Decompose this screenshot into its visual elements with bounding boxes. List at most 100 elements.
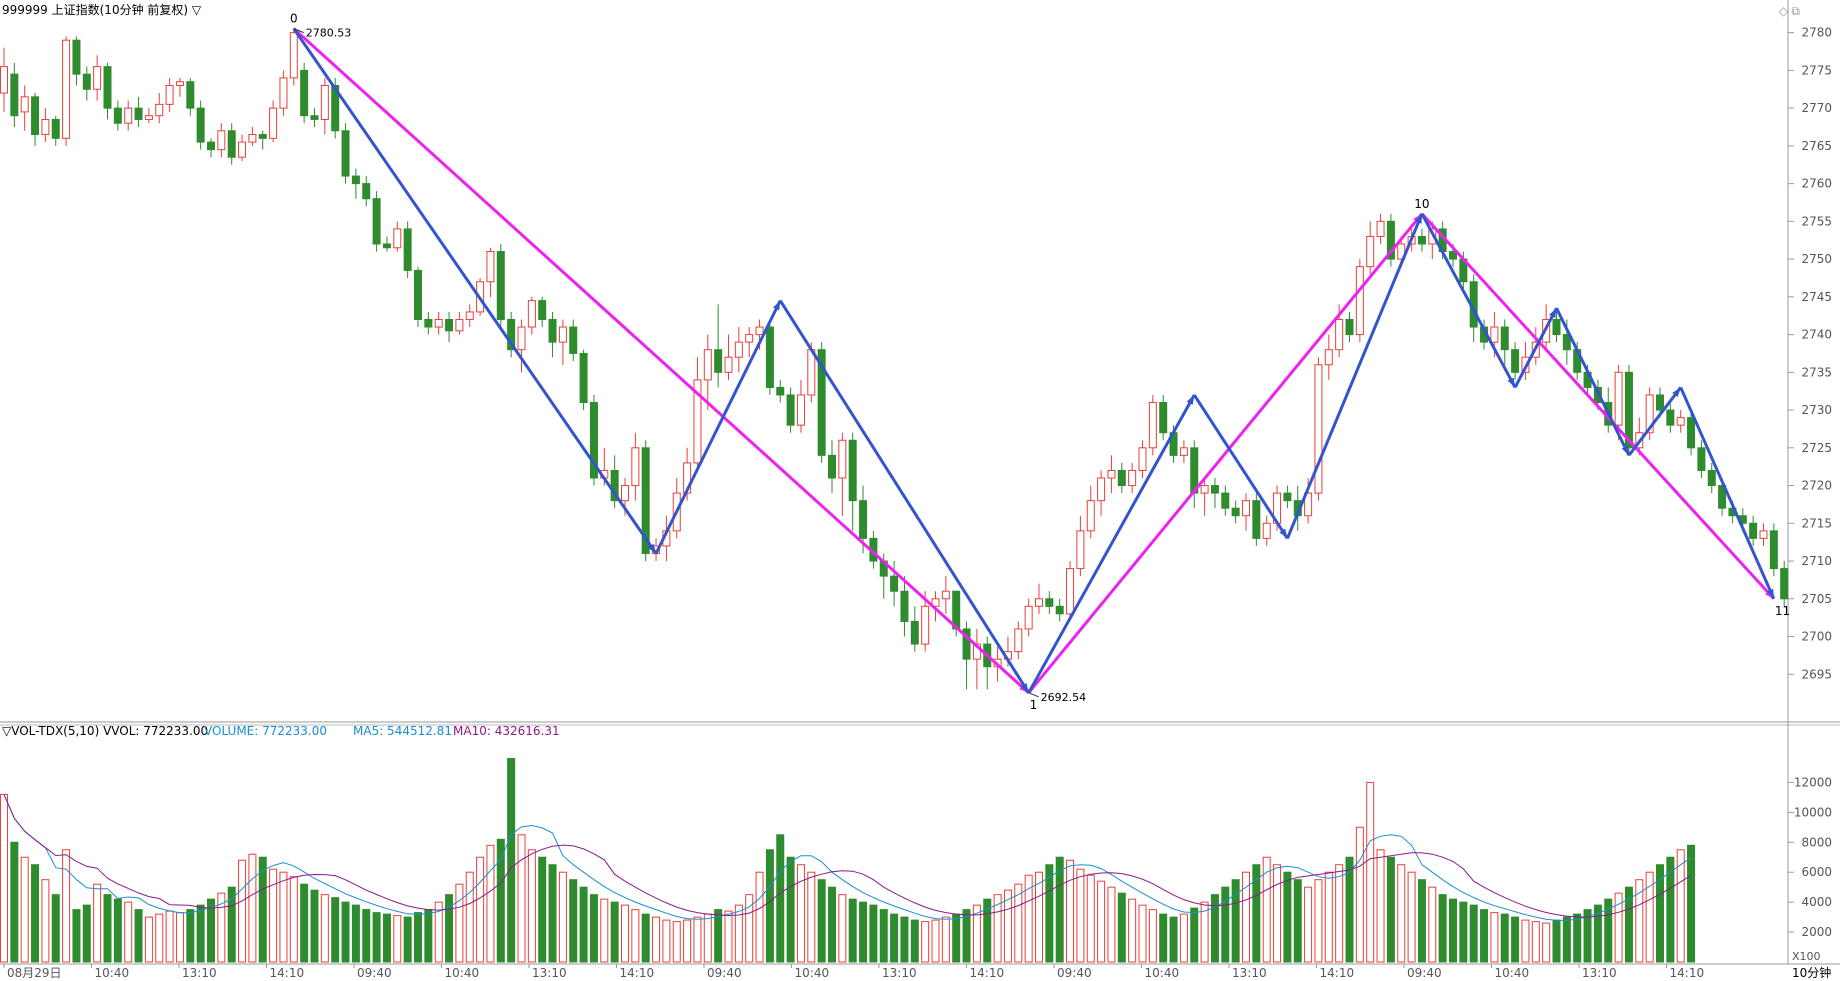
candle-body (703, 349, 712, 381)
volume-bar (82, 904, 91, 963)
volume-bar (1117, 892, 1126, 963)
candle-body (941, 590, 950, 600)
volume-bar (1097, 880, 1106, 963)
price-tick-label: 2725 (1801, 441, 1832, 455)
price-tick-label: 2770 (1801, 101, 1832, 115)
blue-stroke (1555, 307, 1631, 457)
candle-body (1552, 318, 1561, 336)
blue-stroke (1192, 394, 1289, 540)
volume-bar (1024, 874, 1033, 963)
candle-body (1335, 318, 1344, 351)
price-tick-label: 2740 (1801, 328, 1832, 342)
volume-bar (1159, 913, 1168, 963)
candle-body (579, 352, 588, 404)
volume-bar (269, 868, 278, 963)
time-tick-label: 14:10 (620, 966, 655, 980)
volume-bar (734, 904, 743, 963)
volume-bar (186, 909, 195, 963)
volume-bar (755, 871, 764, 963)
blue-stroke (1286, 213, 1424, 539)
candle-body (1304, 492, 1313, 517)
volume-bar (683, 919, 692, 963)
candle-body (548, 318, 557, 343)
ma5-line (3, 794, 1692, 921)
volume-bar (776, 834, 785, 963)
volume-bar (1345, 856, 1354, 963)
candle-body (765, 326, 774, 388)
volume-bar (320, 894, 329, 963)
candle-body (724, 356, 733, 373)
volume-bar (993, 894, 1002, 963)
candle-body (1148, 402, 1157, 449)
volume-bar (527, 849, 536, 963)
volume-bar (848, 898, 857, 963)
candle-body (1097, 477, 1106, 502)
blue-stroke (654, 299, 782, 555)
volume-bar (869, 904, 878, 963)
blue-stroke-arrow (1415, 213, 1422, 224)
candle-body (734, 341, 743, 358)
volume-bar (983, 898, 992, 963)
volume-bar (921, 921, 930, 963)
candle-body (890, 575, 899, 592)
candle-body (20, 96, 29, 113)
volume-bar (1190, 907, 1199, 963)
candle-body (962, 628, 971, 660)
volume-bar (972, 904, 981, 963)
volume-bar (1490, 912, 1499, 963)
vol-tick-label: 8000 (1801, 835, 1832, 849)
candle-body (631, 447, 640, 487)
volume-bar (765, 849, 774, 963)
candle-body (1562, 334, 1571, 351)
volume-bar (1200, 901, 1209, 963)
candle-body (165, 84, 174, 105)
volume-bar (72, 909, 81, 963)
candle-body (796, 394, 805, 426)
period-label[interactable]: 10分钟 (1792, 965, 1831, 980)
blue-stroke-arrow (1279, 528, 1288, 539)
candle-body (745, 334, 754, 343)
candle-body (1128, 469, 1137, 487)
candle-body (82, 73, 91, 90)
volume-bar (1314, 879, 1323, 963)
volume-bar (217, 892, 226, 963)
price-tick-label: 2710 (1801, 554, 1832, 568)
volume-bar (641, 913, 650, 963)
volume-bar (714, 909, 723, 963)
volume-bar (103, 894, 112, 963)
candle-body (786, 394, 795, 426)
volume-bar (289, 876, 298, 963)
volume-bar (382, 913, 391, 963)
price-axis: 2695 2700 2705 2710 2715 2720 2725 2730 2735 2740… (1788, 26, 1832, 681)
candle-body (1283, 492, 1292, 502)
volume-bar (1210, 894, 1219, 963)
annotation-leader (293, 28, 304, 34)
candle-body (1386, 220, 1395, 260)
vol-tick-label: 4000 (1801, 895, 1832, 909)
candlesticks (0, 28, 1789, 690)
candle-body (144, 115, 153, 120)
candle-body (103, 66, 112, 109)
volume-bar (372, 912, 381, 963)
volume-bar (1138, 904, 1147, 963)
volume-bar (113, 898, 122, 963)
candle-body (445, 318, 454, 332)
candle-body (517, 326, 526, 351)
candle-body (289, 32, 298, 79)
vol-tick-label: 12000 (1794, 775, 1832, 789)
candle-body (1355, 266, 1364, 336)
annotation-label: 1 (1030, 698, 1038, 712)
candle-body (1159, 402, 1168, 434)
candle-body (0, 66, 8, 94)
candle-body (828, 454, 836, 479)
price-tick-label: 2755 (1801, 214, 1832, 228)
maximize-icon[interactable]: ⧉ (1791, 4, 1800, 18)
volume-bar (1593, 904, 1602, 963)
time-tick-label: 10:40 (1495, 966, 1530, 980)
window-controls[interactable]: ◇ ⧉ (1779, 4, 1800, 19)
volume-bar (134, 909, 143, 963)
candle-body (1252, 500, 1261, 539)
restore-icon[interactable]: ◇ (1778, 4, 1789, 18)
wave-strokes (292, 27, 1776, 694)
